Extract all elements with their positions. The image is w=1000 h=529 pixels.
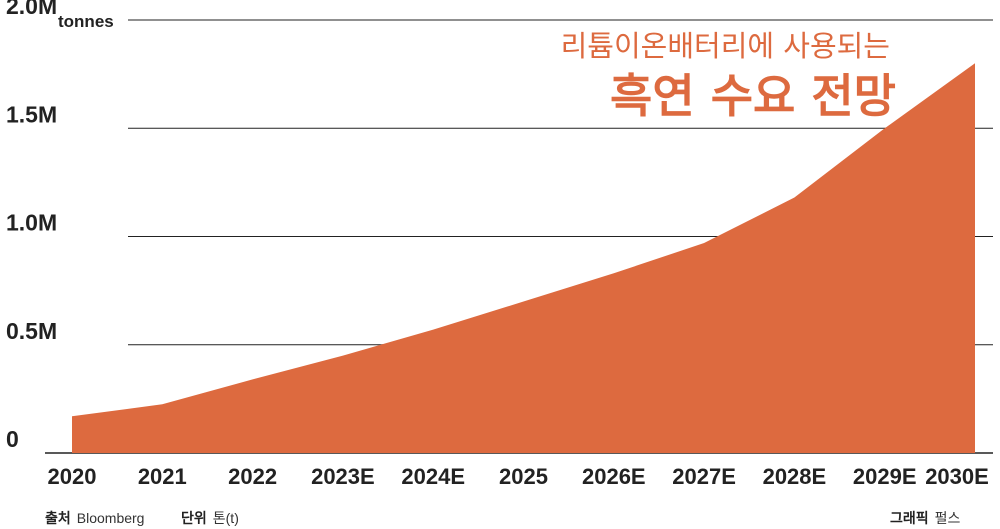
unit-value: 톤(t): [212, 510, 239, 526]
y-tick-label: 0.5M: [6, 318, 57, 344]
y-tick-label: 2.0M: [6, 0, 57, 19]
y-tick-label: 0: [6, 426, 19, 452]
graphic-label: 그래픽: [890, 510, 929, 526]
area-series: [72, 63, 975, 454]
x-tick-label: 2026E: [582, 464, 646, 489]
x-tick-label: 2029E: [853, 464, 917, 489]
source-label: 출처: [45, 510, 71, 526]
source-value: Bloomberg: [76, 510, 145, 526]
x-tick-label: 2027E: [672, 464, 736, 489]
chart-title-line1: 리튬이온배터리에 사용되는: [561, 29, 890, 63]
unit-label: 단위: [181, 510, 207, 526]
x-tick-label: 2020: [48, 464, 97, 489]
chart-title-line2: 흑연 수요 전망: [610, 69, 896, 123]
y-tick-label: 1.5M: [6, 101, 57, 127]
x-tick-label: 2022: [228, 464, 277, 489]
y-axis-unit: tonnes: [58, 12, 114, 31]
x-tick-label: 2030E: [925, 464, 989, 489]
x-tick-label: 2021: [138, 464, 187, 489]
graphic-value: 펄스: [934, 510, 961, 526]
x-tick-label: 2023E: [311, 464, 375, 489]
x-axis-ticks: 2020 2021 2022 2023E 2024E 2025 2026E 2027E 2028…: [48, 464, 989, 489]
source-note: 출처 Bloomberg: [45, 508, 144, 528]
unit-note: 단위 톤(t): [181, 508, 239, 528]
y-tick-label: 1.0M: [6, 210, 57, 236]
x-tick-label: 2025: [499, 464, 548, 489]
x-tick-label: 2028E: [763, 464, 827, 489]
x-tick-label: 2024E: [401, 464, 465, 489]
graphic-credit: 그래픽 펄스: [890, 508, 960, 528]
y-axis-ticks: 0 0.5M 1.0M 1.5M 2.0M: [6, 0, 57, 452]
